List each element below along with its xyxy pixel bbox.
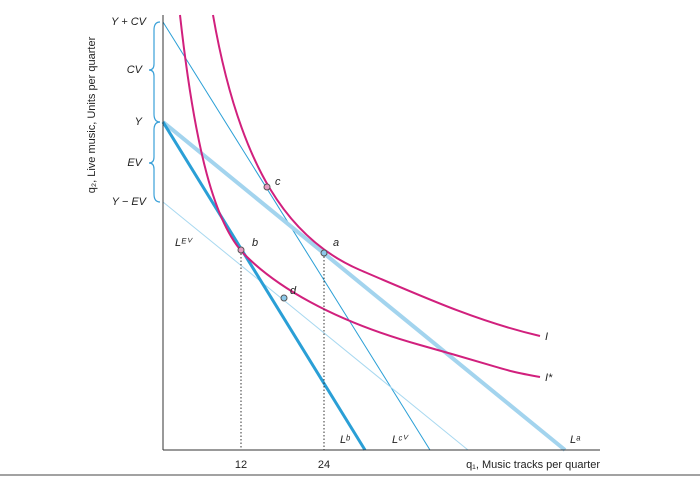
line-label: Lᶜⱽ <box>392 434 409 446</box>
y-level-label: Y + CV <box>111 16 148 28</box>
point-label: b <box>252 237 258 249</box>
line-label: Lᴱⱽ <box>175 237 193 249</box>
line-a <box>161 120 567 452</box>
curve-i-star <box>179 14 541 378</box>
y-axis-label: q₂, Live music, Units per quarter <box>86 36 98 193</box>
curve-i <box>212 14 541 337</box>
line-b <box>161 121 367 451</box>
curve-label: I* <box>545 372 553 384</box>
line-ev <box>162 201 469 451</box>
point-c <box>263 183 271 191</box>
y-level-label: CV <box>127 64 144 76</box>
point-label: d <box>290 285 297 297</box>
point-b <box>237 246 245 254</box>
point-d <box>280 294 288 302</box>
point-label: a <box>333 237 339 249</box>
x-tick-label: 24 <box>318 459 330 471</box>
line-label: Lᵃ <box>570 434 581 446</box>
point-label: c <box>275 176 281 188</box>
point-a <box>320 249 328 257</box>
x-axis-label: q₁, Music tracks per quarter <box>466 459 600 471</box>
y-level-label: EV <box>127 157 143 169</box>
y-level-label: Y <box>135 116 143 128</box>
brace-cv <box>148 21 161 123</box>
line-cv <box>162 21 431 451</box>
line-label: Lᵇ <box>340 434 350 446</box>
curve-label: I <box>545 331 548 343</box>
y-level-label: Y − EV <box>112 196 148 208</box>
x-tick-label: 12 <box>235 459 247 471</box>
brace-ev <box>148 121 161 203</box>
